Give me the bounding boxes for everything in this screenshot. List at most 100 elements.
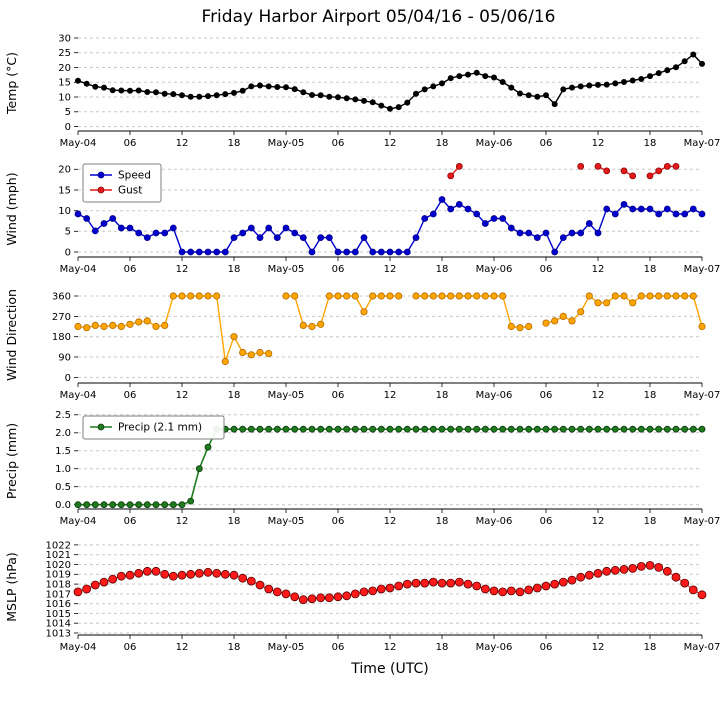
svg-text:12: 12 (592, 138, 605, 149)
series-gust (447, 162, 680, 180)
svg-text:06: 06 (540, 642, 553, 653)
svg-text:0: 0 (65, 122, 71, 133)
y-tick-labels: 0.0 0.5 1.0 1.5 2.0 2.5 (55, 410, 78, 511)
svg-text:12: 12 (176, 264, 189, 275)
svg-text:18: 18 (228, 642, 241, 653)
panels: 0 5 10 15 20 25 30 May-04 06 12 18 May-05 06 12 18 May-… (0, 29, 727, 659)
svg-text:May-07: May-07 (684, 516, 721, 527)
svg-text:15: 15 (58, 185, 71, 196)
svg-text:18: 18 (644, 642, 657, 653)
meteogram: Friday Harbor Airport 05/04/16 - 05/06/1… (0, 7, 727, 677)
series-temp (75, 51, 706, 112)
svg-text:May-06: May-06 (476, 264, 513, 275)
svg-text:18: 18 (644, 516, 657, 527)
svg-text:May-06: May-06 (476, 516, 513, 527)
svg-text:0: 0 (65, 247, 71, 258)
svg-text:06: 06 (540, 264, 553, 275)
svg-text:20: 20 (58, 63, 71, 74)
svg-text:12: 12 (176, 642, 189, 653)
x-axis-label: Time (UTC) (351, 661, 429, 677)
svg-text:May-04: May-04 (60, 390, 97, 401)
svg-text:18: 18 (436, 264, 449, 275)
svg-text:Gust: Gust (118, 185, 142, 197)
svg-text:18: 18 (644, 390, 657, 401)
svg-text:06: 06 (124, 264, 137, 275)
y-axis-label: Precip (mm) (4, 423, 19, 499)
svg-text:20: 20 (58, 165, 71, 176)
svg-text:06: 06 (540, 390, 553, 401)
svg-text:1015: 1015 (46, 609, 71, 620)
svg-text:0.0: 0.0 (55, 500, 71, 511)
panel-mslp: 1013101410151016101710181019102010211022… (4, 540, 721, 653)
svg-text:May-07: May-07 (684, 390, 721, 401)
svg-text:2.5: 2.5 (55, 410, 71, 421)
svg-text:1019: 1019 (46, 570, 71, 581)
series-direction (74, 292, 706, 366)
svg-text:06: 06 (332, 516, 345, 527)
svg-text:180: 180 (52, 332, 71, 343)
svg-text:12: 12 (176, 516, 189, 527)
svg-text:90: 90 (58, 352, 71, 363)
svg-text:May-05: May-05 (268, 264, 305, 275)
svg-text:06: 06 (124, 138, 137, 149)
panel-wind: 0 5 10 15 20 May-04 06 12 18 May-05 06 12 18 May-06 06… (4, 162, 721, 275)
svg-text:12: 12 (176, 138, 189, 149)
svg-text:12: 12 (384, 516, 397, 527)
svg-text:12: 12 (384, 264, 397, 275)
x-tick-labels: May-04 06 12 18 May-05 06 12 18 May-06 06 12 18 May-… (60, 509, 721, 527)
svg-text:06: 06 (124, 642, 137, 653)
svg-text:May-07: May-07 (684, 138, 721, 149)
y-tick-labels: 0 5 10 15 20 25 30 (58, 33, 78, 133)
svg-text:10: 10 (58, 92, 71, 103)
svg-text:1.0: 1.0 (55, 464, 71, 475)
svg-text:May-06: May-06 (476, 642, 513, 653)
svg-text:1018: 1018 (46, 580, 71, 591)
svg-text:5: 5 (65, 227, 71, 238)
svg-text:May-04: May-04 (60, 642, 97, 653)
svg-text:May-05: May-05 (268, 516, 305, 527)
svg-text:30: 30 (58, 33, 71, 44)
svg-text:0.5: 0.5 (55, 482, 71, 493)
svg-text:2.0: 2.0 (55, 428, 71, 439)
svg-text:May-07: May-07 (684, 642, 721, 653)
svg-text:1.5: 1.5 (55, 446, 71, 457)
svg-text:May-06: May-06 (476, 390, 513, 401)
svg-text:18: 18 (644, 138, 657, 149)
svg-text:18: 18 (228, 390, 241, 401)
svg-text:May-05: May-05 (268, 642, 305, 653)
y-axis-label: Wind (mph) (4, 172, 19, 245)
svg-text:May-05: May-05 (268, 138, 305, 149)
y-tick-labels: 0 5 10 15 20 (58, 165, 78, 258)
svg-text:06: 06 (332, 642, 345, 653)
y-tick-labels: 0 90 180 270 360 (52, 291, 78, 384)
svg-text:18: 18 (228, 516, 241, 527)
gridlines (78, 37, 702, 128)
series-speed (74, 196, 706, 256)
svg-text:12: 12 (592, 264, 605, 275)
svg-text:0: 0 (65, 373, 71, 384)
svg-text:1013: 1013 (46, 628, 71, 639)
svg-text:Speed: Speed (118, 170, 151, 182)
svg-text:1014: 1014 (46, 619, 71, 630)
svg-text:1022: 1022 (46, 540, 71, 551)
svg-text:12: 12 (592, 390, 605, 401)
svg-text:May-04: May-04 (60, 264, 97, 275)
y-axis-label: MSLP (hPa) (4, 552, 19, 622)
x-tick-labels: May-04 06 12 18 May-05 06 12 18 May-06 06 12 18 May-… (60, 635, 721, 653)
svg-text:06: 06 (124, 390, 137, 401)
svg-text:06: 06 (540, 138, 553, 149)
y-axis-label: Wind Direction (4, 289, 19, 381)
svg-text:18: 18 (228, 138, 241, 149)
legend: Precip (2.1 mm) (82, 415, 225, 440)
svg-text:12: 12 (384, 390, 397, 401)
svg-text:12: 12 (592, 642, 605, 653)
svg-text:18: 18 (228, 264, 241, 275)
svg-text:5: 5 (65, 107, 71, 118)
x-tick-labels: May-04 06 12 18 May-05 06 12 18 May-06 06 12 18 May-… (60, 383, 721, 401)
x-tick-labels: May-04 06 12 18 May-05 06 12 18 May-06 06 12 18 May-… (60, 131, 721, 149)
x-tick-labels: May-04 06 12 18 May-05 06 12 18 May-06 06 12 18 May-… (60, 257, 721, 275)
svg-text:May-07: May-07 (684, 264, 721, 275)
